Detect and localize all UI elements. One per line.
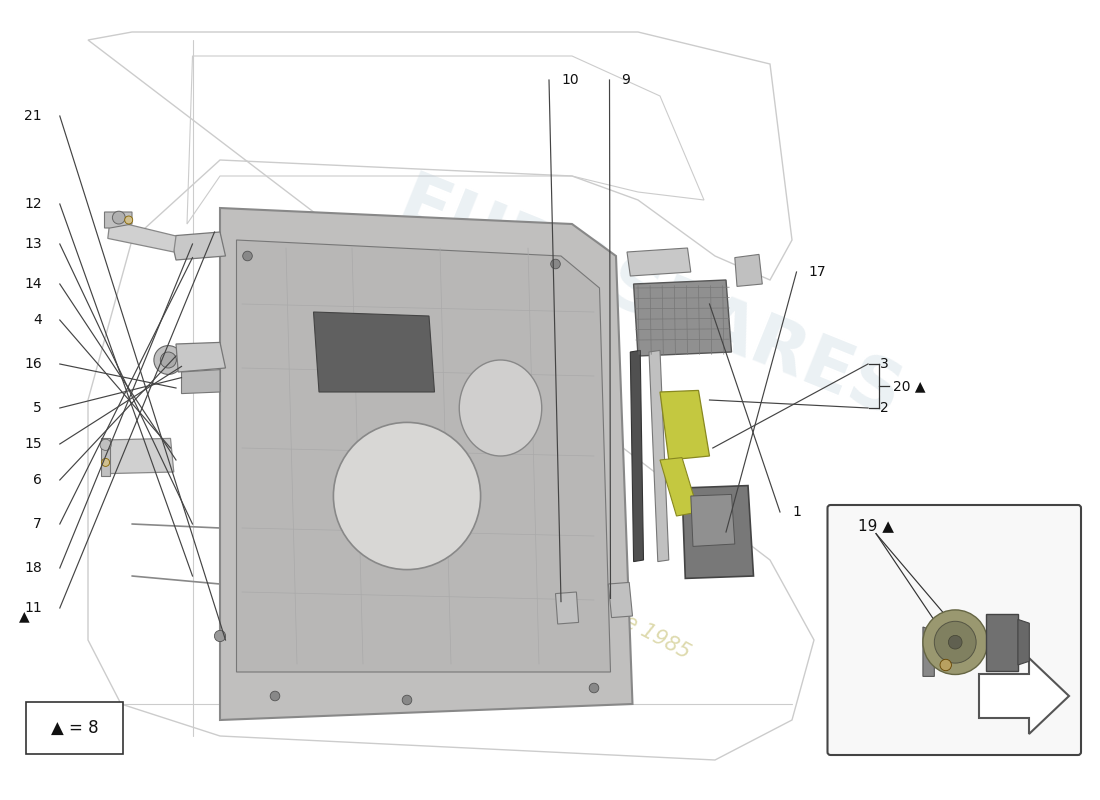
Ellipse shape: [460, 360, 541, 456]
FancyBboxPatch shape: [25, 702, 123, 754]
Polygon shape: [691, 494, 735, 546]
Polygon shape: [1018, 619, 1030, 665]
Text: 18: 18: [24, 561, 42, 575]
Text: 17: 17: [808, 265, 826, 279]
Polygon shape: [630, 350, 644, 562]
Polygon shape: [987, 614, 1018, 670]
Text: 12: 12: [24, 197, 42, 211]
FancyBboxPatch shape: [827, 505, 1081, 755]
Text: ▲ = 8: ▲ = 8: [51, 719, 99, 737]
Text: 20 ▲: 20 ▲: [893, 379, 925, 393]
Text: 4: 4: [33, 313, 42, 327]
Text: 13: 13: [24, 237, 42, 251]
Text: 5: 5: [33, 401, 42, 415]
Polygon shape: [314, 312, 435, 392]
Circle shape: [271, 691, 279, 701]
Polygon shape: [104, 438, 174, 474]
Polygon shape: [182, 370, 220, 394]
Text: 3: 3: [880, 357, 889, 371]
Polygon shape: [649, 350, 669, 562]
Polygon shape: [104, 212, 132, 228]
Text: 6: 6: [33, 473, 42, 487]
Circle shape: [934, 622, 976, 663]
Circle shape: [923, 610, 988, 674]
Circle shape: [403, 695, 411, 705]
Circle shape: [214, 630, 225, 642]
Circle shape: [333, 422, 481, 570]
Polygon shape: [236, 240, 611, 672]
Text: 21: 21: [24, 109, 42, 123]
Text: a passion for parts since 1985: a passion for parts since 1985: [406, 498, 694, 662]
Text: 15: 15: [24, 437, 42, 451]
Polygon shape: [176, 342, 226, 372]
Polygon shape: [682, 486, 754, 578]
Text: 9: 9: [621, 73, 630, 87]
Polygon shape: [608, 582, 632, 618]
Polygon shape: [101, 438, 110, 476]
Text: 11: 11: [24, 601, 42, 615]
Polygon shape: [660, 458, 698, 516]
Polygon shape: [627, 248, 691, 276]
Circle shape: [161, 352, 176, 368]
Polygon shape: [556, 592, 579, 624]
Circle shape: [112, 211, 125, 224]
Text: 19 ▲: 19 ▲: [858, 518, 894, 533]
Polygon shape: [735, 254, 762, 286]
Circle shape: [590, 683, 598, 693]
Circle shape: [154, 346, 183, 374]
Circle shape: [124, 216, 133, 224]
Text: ▲: ▲: [19, 609, 30, 623]
Circle shape: [101, 458, 110, 466]
Circle shape: [948, 635, 962, 649]
Polygon shape: [170, 232, 226, 260]
Text: 1: 1: [792, 505, 801, 519]
Polygon shape: [220, 208, 632, 720]
Polygon shape: [108, 220, 176, 252]
Circle shape: [243, 251, 252, 261]
Text: 7: 7: [33, 517, 42, 531]
Text: 10: 10: [561, 73, 579, 87]
Polygon shape: [660, 390, 710, 460]
Circle shape: [551, 259, 560, 269]
Text: 2: 2: [880, 401, 889, 415]
Circle shape: [940, 659, 952, 670]
Polygon shape: [979, 658, 1069, 734]
Circle shape: [100, 439, 111, 450]
Polygon shape: [634, 280, 732, 356]
Text: EUROSPARES: EUROSPARES: [388, 167, 912, 433]
Polygon shape: [923, 627, 934, 677]
Text: 16: 16: [24, 357, 42, 371]
Text: 14: 14: [24, 277, 42, 291]
